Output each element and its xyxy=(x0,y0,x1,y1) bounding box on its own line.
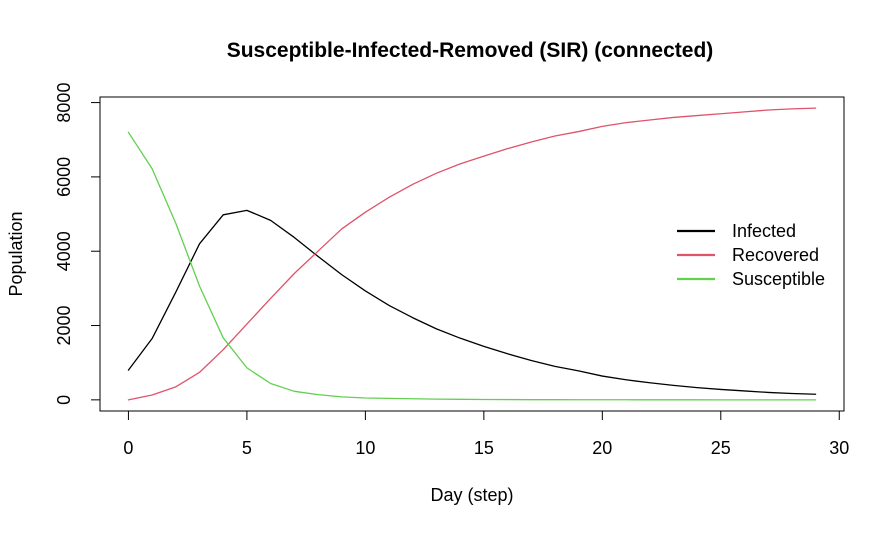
y-tick-label: 6000 xyxy=(54,157,74,197)
legend-label-recovered: Recovered xyxy=(732,245,819,265)
y-tick-label: 4000 xyxy=(54,231,74,271)
y-tick-label: 0 xyxy=(54,395,74,405)
series-lines xyxy=(127,107,817,401)
x-tick-label: 0 xyxy=(123,438,133,458)
series-line-recovered xyxy=(127,107,817,401)
x-tick-label: 30 xyxy=(829,438,849,458)
x-tick-label: 15 xyxy=(474,438,494,458)
x-tick-label: 25 xyxy=(711,438,731,458)
x-tick-label: 10 xyxy=(355,438,375,458)
x-tick-label: 5 xyxy=(242,438,252,458)
legend-label-susceptible: Susceptible xyxy=(732,269,825,289)
legend: Infected Recovered Susceptible xyxy=(677,221,825,289)
legend-label-infected: Infected xyxy=(732,221,796,241)
series-line-infected xyxy=(127,209,817,395)
chart-title: Susceptible-Infected-Removed (SIR) (conn… xyxy=(227,39,714,62)
y-axis: 0 2000 4000 6000 8000 xyxy=(54,83,101,405)
series-line-susceptible xyxy=(127,131,817,401)
x-axis: 0 5 10 15 20 25 30 xyxy=(123,410,849,458)
x-axis-label: Day (step) xyxy=(430,485,513,505)
y-tick-label: 8000 xyxy=(54,83,74,123)
x-tick-label: 20 xyxy=(592,438,612,458)
y-tick-label: 2000 xyxy=(54,306,74,346)
y-axis-label: Population xyxy=(6,211,26,296)
